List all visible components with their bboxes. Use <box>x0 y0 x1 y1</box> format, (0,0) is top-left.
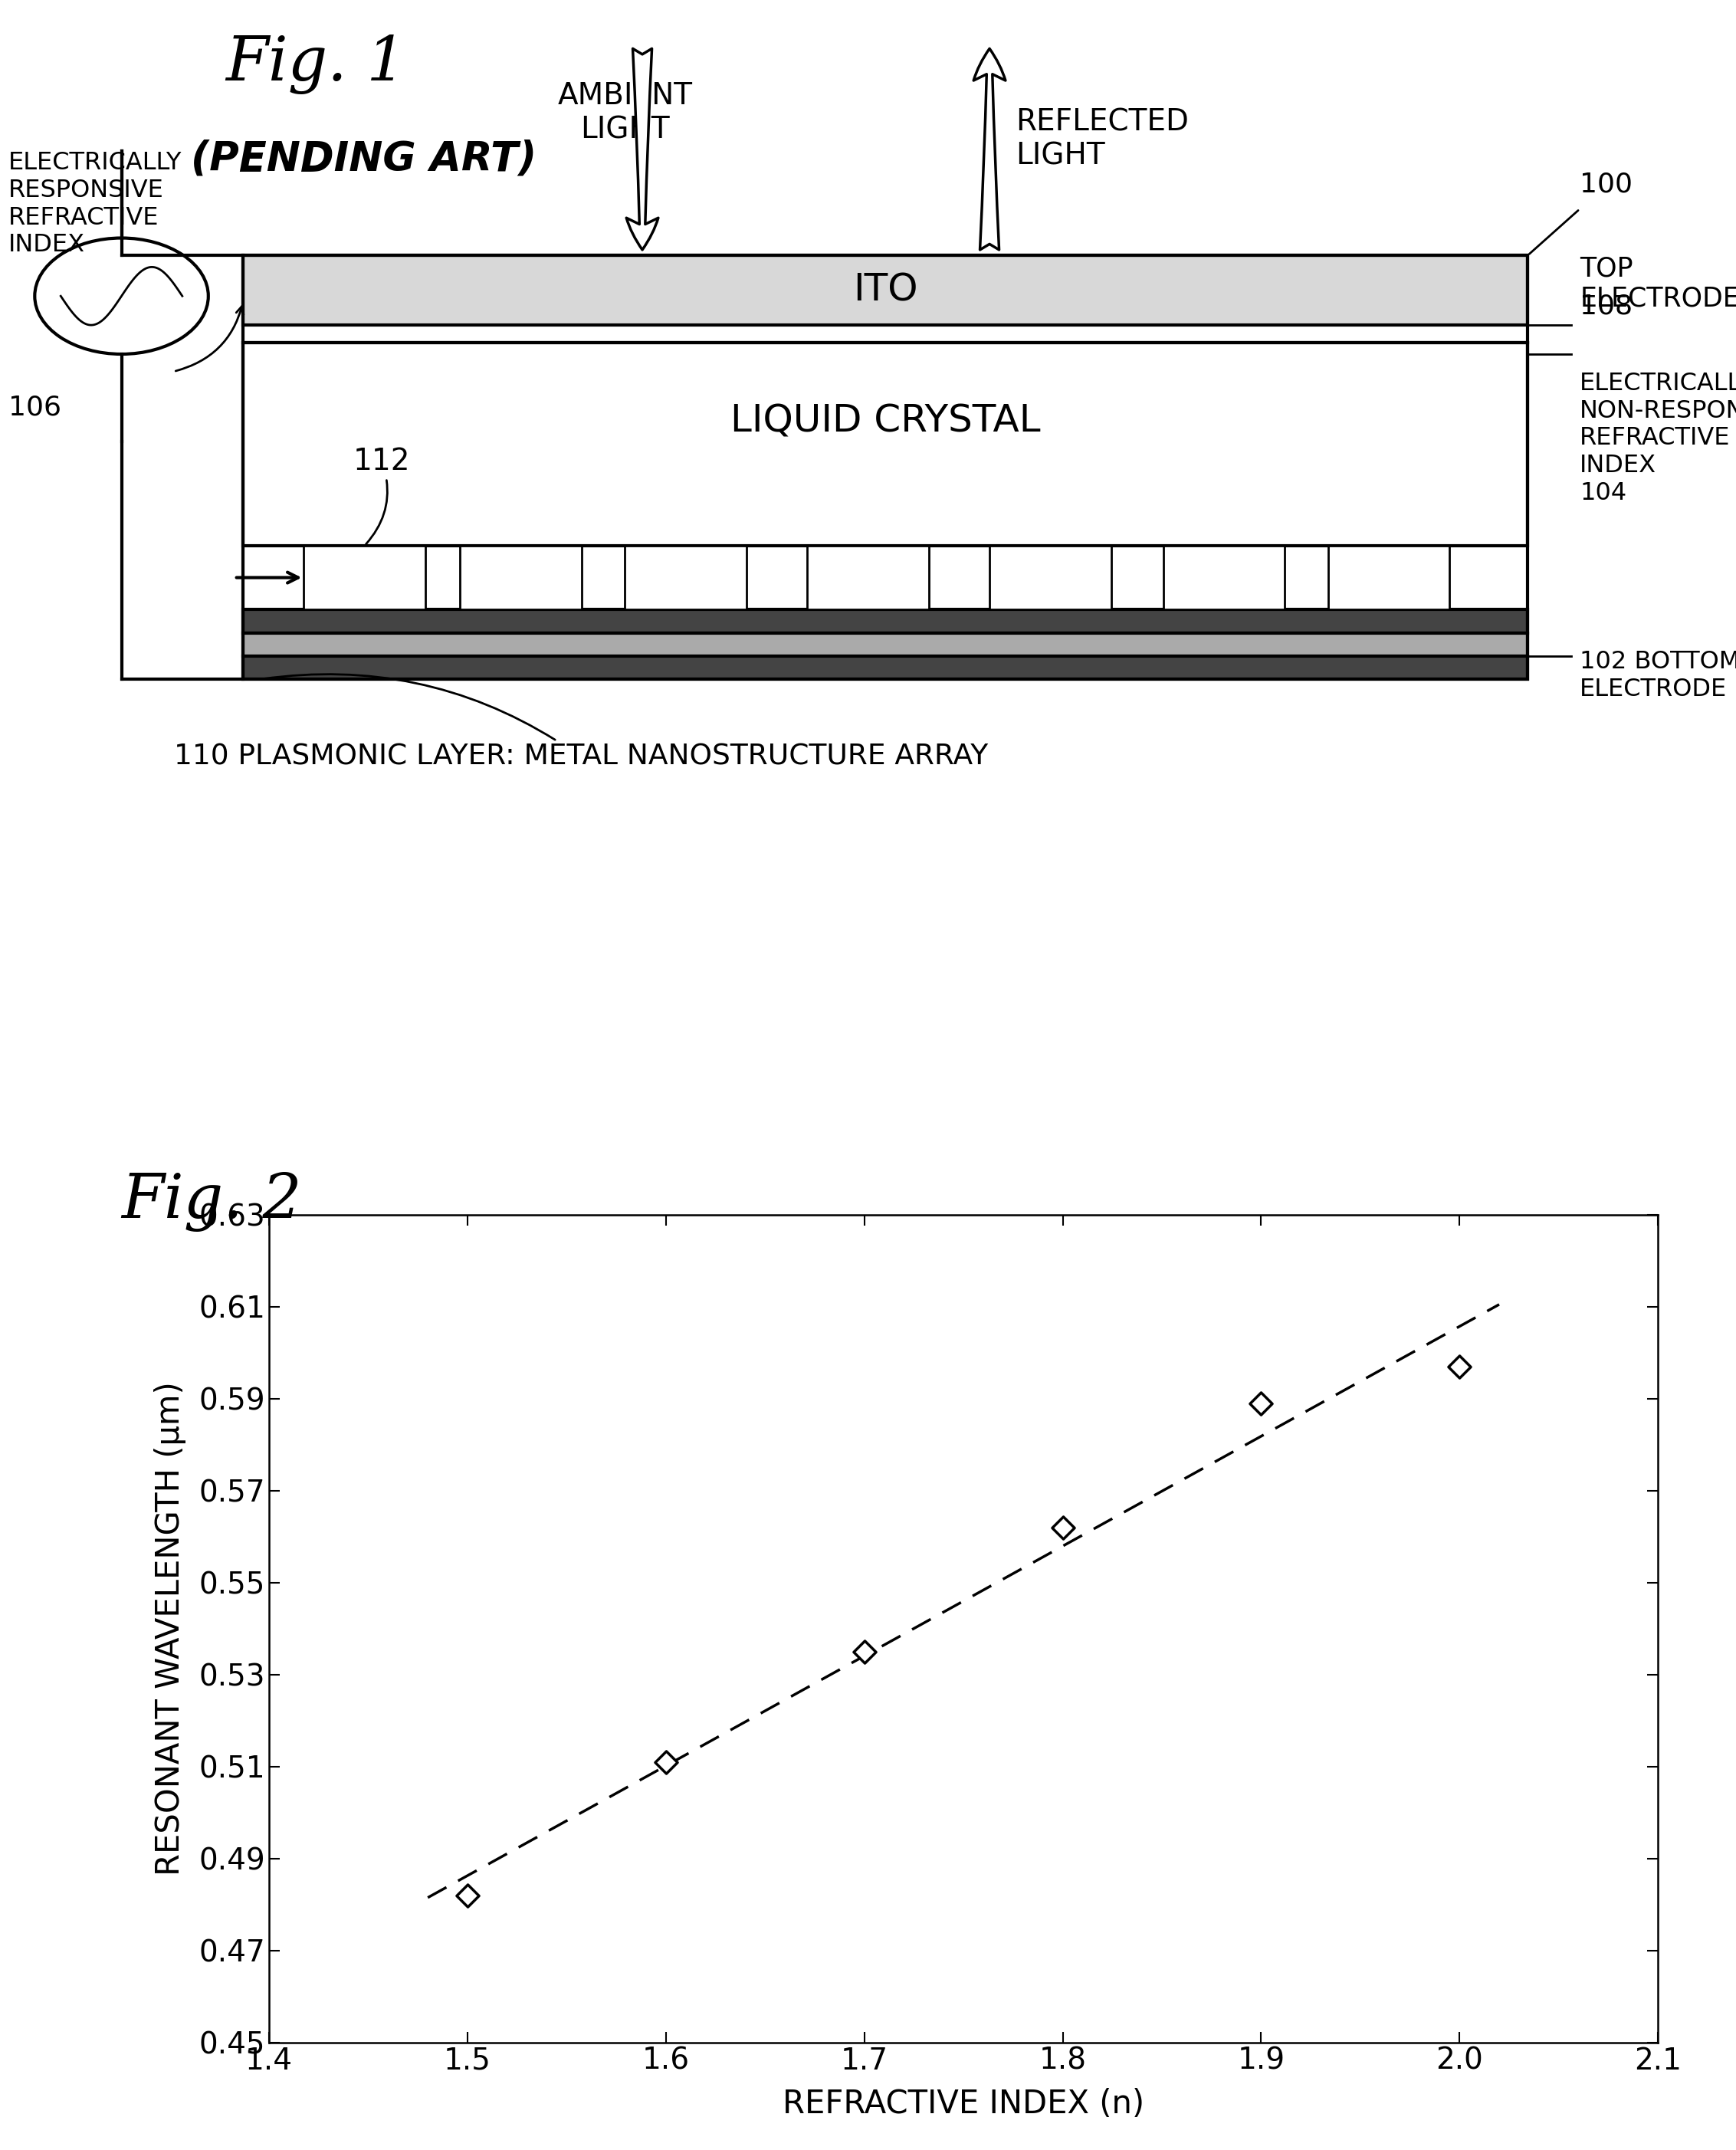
Text: 100: 100 <box>1580 172 1632 198</box>
Text: LIQUID CRYSTAL: LIQUID CRYSTAL <box>731 402 1040 439</box>
Bar <box>243 632 1528 656</box>
Bar <box>1163 546 1285 611</box>
Bar <box>304 546 425 611</box>
Text: 106: 106 <box>9 396 61 421</box>
Text: TOP
ELECTRODE: TOP ELECTRODE <box>1580 256 1736 312</box>
Bar <box>243 256 1528 679</box>
Text: 112: 112 <box>354 447 410 544</box>
Text: 102 BOTTOM
ELECTRODE: 102 BOTTOM ELECTRODE <box>1580 649 1736 701</box>
Text: ITO: ITO <box>852 271 918 310</box>
Point <box>1446 1350 1474 1385</box>
Point <box>1246 1387 1274 1421</box>
Bar <box>243 656 1528 679</box>
Text: (PENDING ART): (PENDING ART) <box>191 140 536 178</box>
Text: Fig. 2: Fig. 2 <box>122 1172 302 1232</box>
Bar <box>243 611 1528 632</box>
Text: ELECTRICALLY
NON-RESPONSIVE
REFRACTIVE
INDEX
104: ELECTRICALLY NON-RESPONSIVE REFRACTIVE I… <box>1580 372 1736 505</box>
Point <box>851 1634 878 1668</box>
Bar <box>243 342 1528 546</box>
Bar <box>625 546 746 611</box>
Bar <box>243 256 1528 325</box>
Text: AMBIENT
LIGHT: AMBIENT LIGHT <box>557 82 693 144</box>
Text: 108: 108 <box>1580 292 1634 320</box>
Bar <box>1328 546 1450 611</box>
Text: Fig. 1: Fig. 1 <box>226 34 406 95</box>
Bar <box>460 546 582 611</box>
X-axis label: REFRACTIVE INDEX (n): REFRACTIVE INDEX (n) <box>783 2088 1144 2120</box>
Y-axis label: RESONANT WAVELENGTH (μm): RESONANT WAVELENGTH (μm) <box>155 1382 186 1875</box>
Bar <box>807 546 929 611</box>
Point <box>453 1879 481 1914</box>
Point <box>653 1746 681 1780</box>
Text: ELECTRICALLY
RESPONSIVE
REFRACTIVE
INDEX: ELECTRICALLY RESPONSIVE REFRACTIVE INDEX <box>9 151 182 258</box>
Text: 110 PLASMONIC LAYER: METAL NANOSTRUCTURE ARRAY: 110 PLASMONIC LAYER: METAL NANOSTRUCTURE… <box>174 675 988 770</box>
Bar <box>990 546 1111 611</box>
Text: REFLECTED
LIGHT: REFLECTED LIGHT <box>1016 108 1189 170</box>
Point <box>1049 1509 1076 1544</box>
